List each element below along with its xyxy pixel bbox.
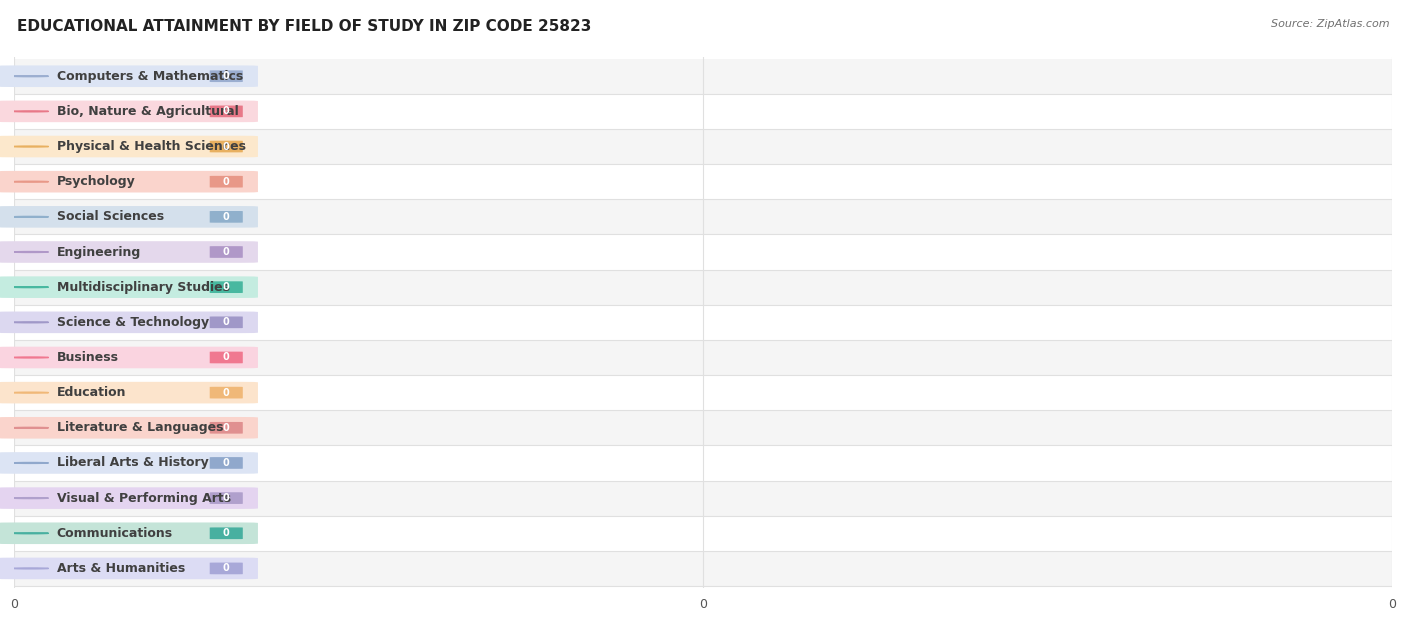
- Text: 0: 0: [224, 71, 229, 82]
- FancyBboxPatch shape: [209, 317, 243, 328]
- FancyBboxPatch shape: [209, 492, 243, 504]
- Text: 0: 0: [224, 282, 229, 292]
- Text: 0: 0: [224, 458, 229, 468]
- Text: 0: 0: [224, 142, 229, 152]
- Bar: [14, 340, 1392, 375]
- Circle shape: [13, 322, 48, 323]
- FancyBboxPatch shape: [0, 382, 257, 403]
- Bar: [14, 94, 1392, 129]
- Circle shape: [13, 146, 48, 147]
- Text: 0: 0: [224, 317, 229, 327]
- Text: Literature & Languages: Literature & Languages: [56, 422, 224, 434]
- Text: Social Sciences: Social Sciences: [56, 210, 165, 223]
- Text: 0: 0: [224, 212, 229, 222]
- Circle shape: [13, 181, 48, 182]
- FancyBboxPatch shape: [0, 276, 257, 298]
- Bar: [14, 59, 1392, 94]
- FancyBboxPatch shape: [0, 557, 257, 579]
- Text: Education: Education: [56, 386, 127, 399]
- Circle shape: [13, 111, 48, 112]
- Text: Source: ZipAtlas.com: Source: ZipAtlas.com: [1271, 19, 1389, 29]
- Text: Liberal Arts & History: Liberal Arts & History: [56, 456, 208, 470]
- Bar: [14, 551, 1392, 586]
- FancyBboxPatch shape: [209, 106, 243, 117]
- Bar: [14, 270, 1392, 305]
- Text: 0: 0: [224, 563, 229, 573]
- FancyBboxPatch shape: [0, 452, 257, 474]
- Text: Business: Business: [56, 351, 118, 364]
- Circle shape: [13, 568, 48, 569]
- FancyBboxPatch shape: [0, 312, 257, 333]
- Circle shape: [13, 287, 48, 288]
- Text: Communications: Communications: [56, 526, 173, 540]
- FancyBboxPatch shape: [209, 457, 243, 469]
- Text: 0: 0: [224, 353, 229, 363]
- Text: 0: 0: [224, 528, 229, 538]
- Text: 0: 0: [224, 423, 229, 433]
- Bar: [14, 305, 1392, 340]
- FancyBboxPatch shape: [0, 487, 257, 509]
- FancyBboxPatch shape: [209, 176, 243, 188]
- Circle shape: [13, 392, 48, 393]
- Text: 0: 0: [224, 177, 229, 186]
- FancyBboxPatch shape: [0, 417, 257, 439]
- Text: Science & Technology: Science & Technology: [56, 316, 209, 329]
- FancyBboxPatch shape: [209, 211, 243, 222]
- FancyBboxPatch shape: [0, 523, 257, 544]
- Bar: [14, 410, 1392, 446]
- Circle shape: [13, 497, 48, 499]
- FancyBboxPatch shape: [209, 141, 243, 152]
- Circle shape: [13, 357, 48, 358]
- Text: Arts & Humanities: Arts & Humanities: [56, 562, 186, 575]
- Text: Bio, Nature & Agricultural: Bio, Nature & Agricultural: [56, 105, 239, 118]
- Bar: [14, 199, 1392, 234]
- Text: Psychology: Psychology: [56, 175, 135, 188]
- FancyBboxPatch shape: [209, 70, 243, 82]
- FancyBboxPatch shape: [0, 206, 257, 228]
- FancyBboxPatch shape: [209, 422, 243, 434]
- Text: 0: 0: [224, 247, 229, 257]
- Text: Visual & Performing Arts: Visual & Performing Arts: [56, 492, 231, 504]
- Bar: [14, 375, 1392, 410]
- Circle shape: [13, 427, 48, 428]
- Text: 0: 0: [224, 493, 229, 503]
- Text: Multidisciplinary Studies: Multidisciplinary Studies: [56, 281, 229, 294]
- Text: 0: 0: [224, 387, 229, 398]
- FancyBboxPatch shape: [0, 171, 257, 193]
- Bar: [14, 129, 1392, 164]
- FancyBboxPatch shape: [209, 562, 243, 574]
- FancyBboxPatch shape: [0, 66, 257, 87]
- FancyBboxPatch shape: [0, 241, 257, 263]
- FancyBboxPatch shape: [0, 347, 257, 368]
- FancyBboxPatch shape: [209, 281, 243, 293]
- FancyBboxPatch shape: [209, 528, 243, 539]
- Circle shape: [13, 216, 48, 217]
- FancyBboxPatch shape: [209, 246, 243, 258]
- Text: 0: 0: [224, 106, 229, 116]
- Bar: [14, 164, 1392, 199]
- Bar: [14, 446, 1392, 480]
- FancyBboxPatch shape: [209, 351, 243, 363]
- Bar: [14, 516, 1392, 551]
- Bar: [14, 234, 1392, 270]
- FancyBboxPatch shape: [209, 387, 243, 399]
- FancyBboxPatch shape: [0, 100, 257, 122]
- Bar: [14, 480, 1392, 516]
- Text: Computers & Mathematics: Computers & Mathematics: [56, 70, 243, 83]
- Text: Engineering: Engineering: [56, 245, 141, 258]
- FancyBboxPatch shape: [0, 136, 257, 157]
- Text: Physical & Health Sciences: Physical & Health Sciences: [56, 140, 246, 153]
- Text: EDUCATIONAL ATTAINMENT BY FIELD OF STUDY IN ZIP CODE 25823: EDUCATIONAL ATTAINMENT BY FIELD OF STUDY…: [17, 19, 592, 34]
